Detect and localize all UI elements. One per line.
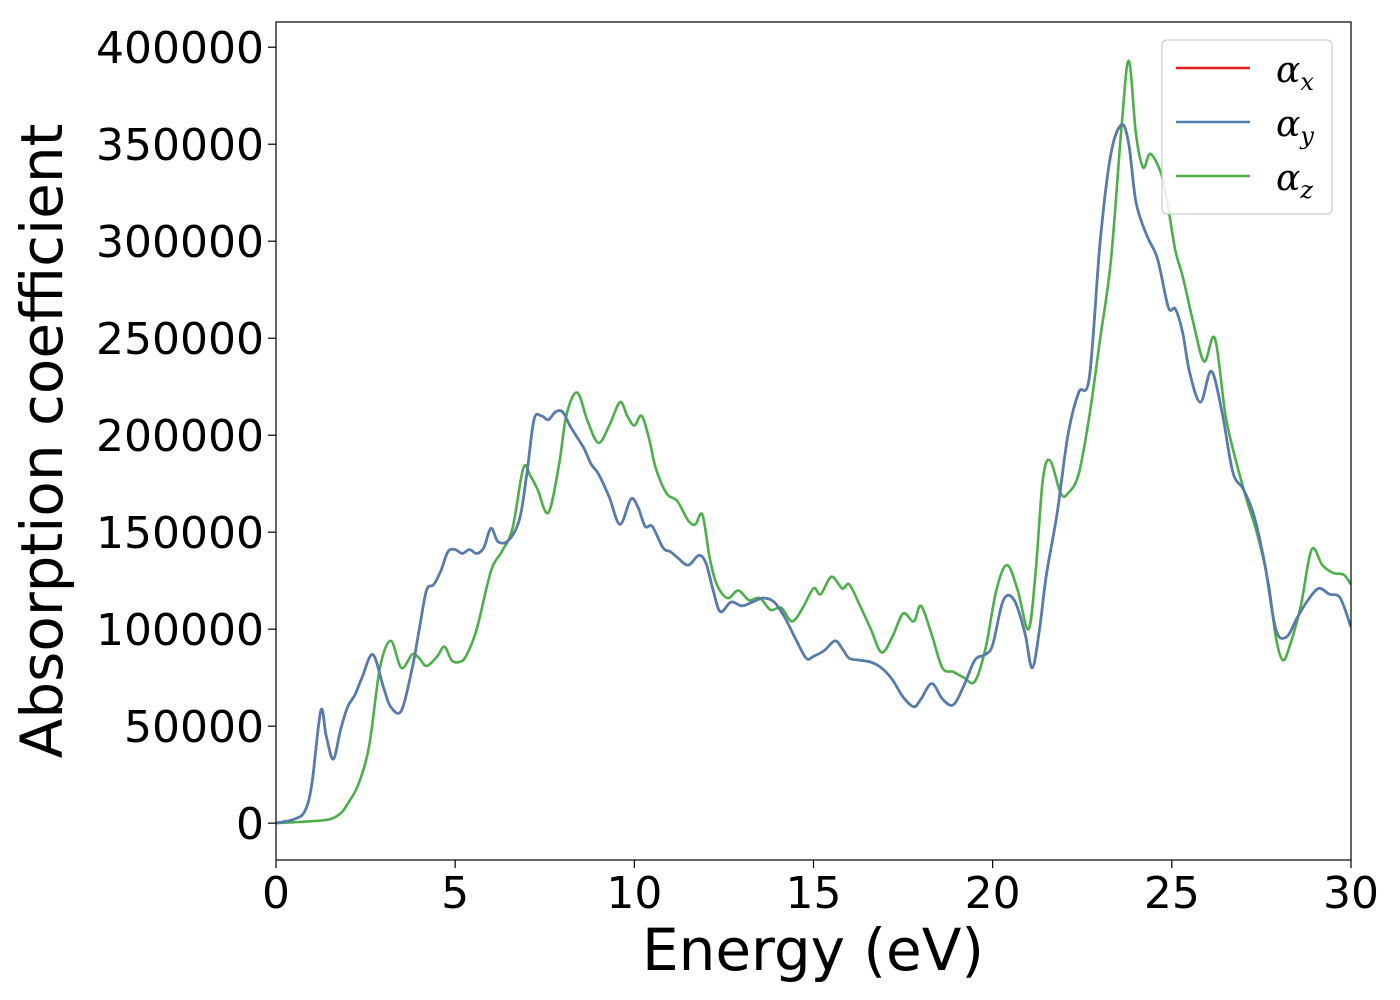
x-tick-label: 20 bbox=[965, 868, 1021, 919]
legend: αx αy αz bbox=[1161, 39, 1333, 215]
series-line-y bbox=[276, 123, 1351, 825]
y-axis-ticks: 0 50000 100000 150000 200000 250000 300000 3500… bbox=[96, 23, 276, 850]
legend-label-x: αx bbox=[1276, 50, 1314, 96]
plot-area bbox=[276, 59, 1351, 825]
series-line-z bbox=[276, 59, 1351, 825]
y-axis-label: Absorption coefficient bbox=[8, 124, 76, 759]
y-tick-label: 350000 bbox=[96, 120, 264, 171]
y-tick-label: 250000 bbox=[96, 314, 264, 365]
x-tick-label: 0 bbox=[262, 868, 290, 919]
y-tick-label: 100000 bbox=[96, 605, 264, 656]
y-tick-label: 0 bbox=[236, 799, 264, 850]
y-tick-label: 400000 bbox=[96, 23, 264, 74]
x-tick-label: 25 bbox=[1144, 868, 1200, 919]
x-tick-label: 10 bbox=[606, 868, 662, 919]
legend-box bbox=[1161, 39, 1333, 215]
y-tick-label: 300000 bbox=[96, 217, 264, 268]
x-tick-label: 30 bbox=[1323, 868, 1379, 919]
y-tick-label: 150000 bbox=[96, 508, 264, 559]
plot-frame bbox=[275, 21, 1352, 861]
x-tick-label: 15 bbox=[786, 868, 842, 919]
legend-label-z: αz bbox=[1276, 158, 1313, 204]
x-axis-label: Energy (eV) bbox=[642, 916, 984, 984]
x-tick-label: 5 bbox=[441, 868, 469, 919]
y-tick-label: 50000 bbox=[124, 702, 264, 753]
y-tick-label: 200000 bbox=[96, 411, 264, 462]
legend-label-y: αy bbox=[1276, 104, 1314, 150]
x-axis-ticks: 0 5 10 15 20 25 30 bbox=[262, 860, 1379, 919]
series-line-x bbox=[276, 123, 1351, 825]
